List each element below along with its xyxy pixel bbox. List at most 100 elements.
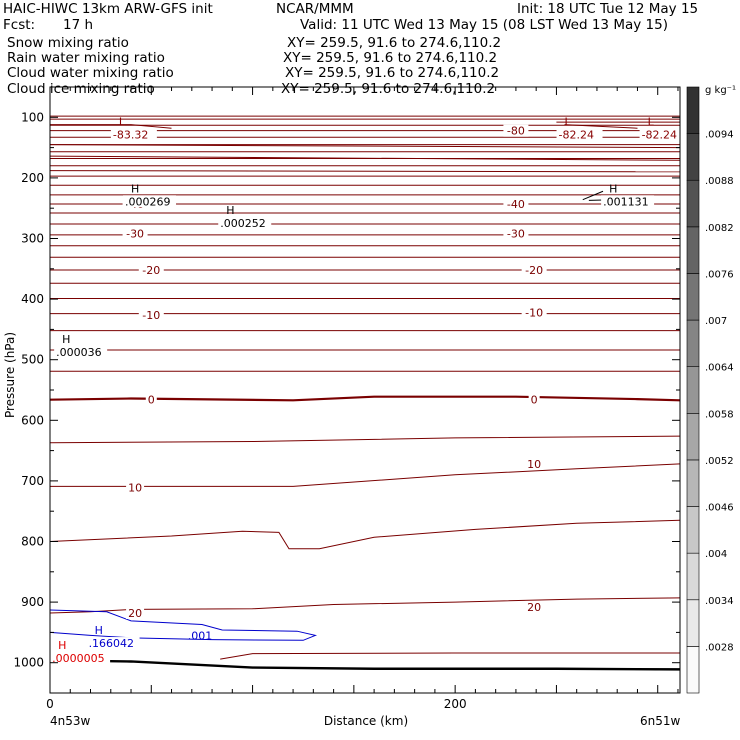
colorbar-label: .0088 (705, 176, 734, 187)
y-tick-label: 800 (21, 535, 44, 549)
x-axis-title: Distance (km) (324, 714, 408, 728)
isotherm-label: -10 (525, 306, 543, 319)
contour-label-bg (145, 393, 157, 406)
field-xy-cloud-ice: XY= 259.5, 91.6 to 274.6,110.2 (281, 81, 495, 97)
contour-label-bg (126, 481, 145, 494)
contour-label-bg (503, 124, 529, 137)
plot-frame (49, 86, 681, 694)
x-tick-label: 0 (46, 697, 54, 711)
colorbar-bin (686, 413, 700, 461)
contour-label-bg (122, 227, 148, 240)
isotherm-line (49, 170, 681, 173)
contour-label-bg (503, 227, 529, 240)
extremum-value: -82.24 (559, 129, 594, 142)
colorbar-bin (686, 506, 700, 554)
isotherm-line (220, 652, 680, 660)
extremum-label-bg (50, 652, 111, 665)
colorbar-bin (686, 86, 700, 134)
field-xy-rain: XY= 259.5, 91.6 to 274.6,110.2 (283, 50, 497, 66)
colorbar-bin (686, 646, 700, 694)
colorbar-label: .0046 (705, 503, 734, 514)
contour-label-bg (528, 393, 540, 406)
colorbar-bin (686, 459, 700, 507)
field-xy-snow: XY= 259.5, 91.6 to 274.6,110.2 (287, 35, 501, 51)
field-name-cloud-water: Cloud water mixing ratio (7, 65, 174, 81)
y-axis-title: Pressure (hPa) (3, 332, 17, 418)
contour-label-bg (525, 457, 544, 470)
field-name-cloud-ice: Cloud ice mixing ratio (7, 81, 155, 97)
isotherm-label: 20 (128, 607, 142, 620)
isotherm-label: 0 (148, 394, 155, 407)
isotherm-line (49, 395, 681, 402)
surface-line (49, 659, 681, 671)
x-tick-label: 200 (444, 697, 467, 711)
colorbar-bin (686, 599, 700, 647)
fcst-label: Fcst: (3, 17, 35, 33)
extremum-label-bg (639, 128, 686, 141)
extremum-value: .000036 (56, 346, 102, 359)
colorbar-label: .0076 (705, 269, 734, 280)
extremum-marker: H (131, 182, 139, 195)
extremum-label-bg (123, 195, 177, 208)
app-title: HAIC-HIWC 13km ARW-GFS init (3, 1, 213, 17)
colorbar-bin (686, 133, 700, 181)
isotherm-label: -40 (507, 198, 525, 211)
isotherm-label: -10 (142, 309, 160, 322)
colorbar-unit: g kg⁻¹ (705, 85, 736, 96)
isotherm-label: -80 (507, 125, 525, 138)
contour-label-bg (138, 264, 164, 277)
colorbar: .0028 .0034 .004 .0046 .0052 .0058 .0064 .007 .0… (686, 86, 734, 694)
colorbar-bin (686, 179, 700, 228)
isotherm-line (564, 124, 638, 129)
extremum-marker: L (648, 116, 655, 129)
extremum-label-bg (218, 217, 272, 230)
colorbar-label: .0064 (705, 363, 734, 374)
contour-label-bg (521, 264, 547, 277)
isotherm-label: 0 (531, 394, 538, 407)
cloud-water-contour (49, 609, 318, 641)
isotherm-line (49, 435, 681, 444)
colorbar-bin (686, 319, 700, 367)
colorbar-label: .0082 (705, 223, 734, 234)
colorbar-label: .007 (705, 316, 727, 327)
valid-time: Valid: 11 UTC Wed 13 May 15 (08 LST Wed … (300, 17, 668, 33)
contour-label-bg (503, 197, 529, 210)
colorbar-bin (686, 552, 700, 601)
colorbar-bin (686, 366, 700, 414)
y-tick-label: 900 (21, 595, 44, 609)
field-name-snow: Snow mixing ratio (7, 35, 129, 51)
extremum-value: -82.24 (642, 129, 677, 142)
colorbar-bin (686, 226, 700, 274)
extremum-marker: H (62, 333, 70, 346)
extremum-label-bg (110, 128, 157, 141)
field-name-rain: Rain water mixing ratio (7, 50, 165, 66)
y-tick-label: 700 (21, 474, 44, 488)
isotherm-line (49, 155, 681, 161)
isotherm-line (49, 519, 681, 550)
y-tick-label: 200 (21, 171, 44, 185)
isotherm-line (50, 124, 172, 129)
extremum-marker: H (609, 182, 617, 195)
extremum-label-bg (556, 128, 603, 141)
isotherm-label: 10 (128, 482, 142, 495)
y-tick-label: 500 (21, 353, 44, 367)
colorbar-bin (686, 273, 700, 321)
contour-label-bg (521, 306, 547, 319)
isotherm-label: -20 (142, 264, 160, 277)
colorbar-label: .004 (705, 549, 727, 560)
extremum-marker: H (226, 204, 234, 217)
extremum-label-bg (601, 195, 655, 208)
fcst-value: 17 h (63, 17, 93, 33)
y-tick-label: 600 (21, 413, 44, 427)
y-tick-label: 400 (21, 292, 44, 306)
isotherm-label: 10 (527, 458, 541, 471)
extremum-label-bg (86, 637, 140, 650)
left-location-label: 4n53w (50, 714, 91, 728)
extremum-value: .000269 (125, 195, 170, 208)
colorbar-label: .0058 (705, 409, 734, 420)
contour-label-bg (138, 308, 164, 321)
contour-label-bg (525, 600, 544, 613)
isotherm-label: -30 (126, 228, 144, 241)
org-label: NCAR/MMM (276, 1, 354, 17)
